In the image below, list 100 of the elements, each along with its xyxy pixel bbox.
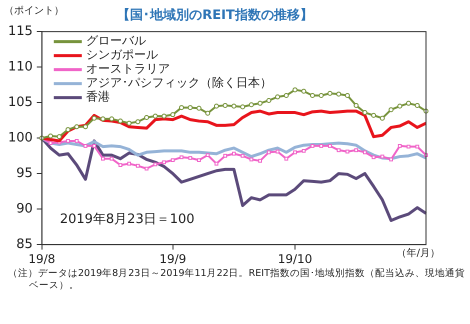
point <box>127 162 132 166</box>
point <box>66 127 71 132</box>
point <box>344 93 350 98</box>
point <box>92 144 96 148</box>
y-tick-label: 95 <box>16 166 33 181</box>
annotation: 2019年8月23日＝100 <box>60 212 195 227</box>
point <box>398 144 402 148</box>
point <box>275 94 280 100</box>
point <box>240 104 246 110</box>
point <box>101 156 105 161</box>
point <box>214 162 218 166</box>
point <box>196 106 202 111</box>
point <box>346 150 350 154</box>
legend-label: アジア･パシフィック（除く日本） <box>86 76 272 90</box>
point <box>397 104 402 109</box>
point <box>293 150 297 154</box>
point <box>197 158 201 162</box>
point <box>170 112 176 118</box>
point <box>118 118 123 124</box>
point <box>162 160 166 164</box>
y-tick-label: 110 <box>8 59 33 74</box>
point <box>389 157 393 162</box>
point <box>301 88 306 94</box>
point <box>354 102 359 108</box>
point <box>56 134 62 140</box>
point <box>362 110 368 116</box>
point <box>109 116 114 122</box>
point <box>206 153 210 158</box>
point <box>380 116 385 121</box>
point <box>414 102 420 108</box>
point <box>310 93 315 98</box>
point <box>388 107 394 112</box>
legend-label: オーストラリア <box>86 62 170 76</box>
point <box>318 93 324 98</box>
point <box>232 152 236 156</box>
point <box>258 158 262 163</box>
point <box>144 115 150 120</box>
point <box>135 119 140 124</box>
point <box>406 144 410 149</box>
point <box>179 105 184 110</box>
point <box>276 150 280 154</box>
point <box>222 102 228 108</box>
point <box>74 124 80 130</box>
x-tick-label: 19/8 <box>28 252 56 266</box>
y-axis-title: （ポイント） <box>4 6 64 17</box>
legend-label: グローバル <box>86 34 146 48</box>
point <box>284 93 289 98</box>
point <box>100 116 106 122</box>
legend-label: 香港 <box>86 90 110 104</box>
point <box>84 144 88 148</box>
point <box>319 144 324 148</box>
x-axis-title: （年/月） <box>396 247 440 260</box>
point <box>310 144 314 148</box>
point <box>406 100 412 106</box>
point <box>205 110 210 116</box>
point <box>144 166 149 171</box>
x-tick-label: 19/9 <box>159 252 186 266</box>
point <box>153 162 158 166</box>
x-tick-label: 19/10 <box>278 252 312 266</box>
point <box>354 148 358 152</box>
point <box>248 102 254 108</box>
point <box>380 154 384 158</box>
point <box>415 144 420 149</box>
legend-label: シンガポール <box>86 48 158 62</box>
y-tick-label: 100 <box>8 130 33 146</box>
y-tick-label: 90 <box>16 201 33 216</box>
point <box>136 164 140 168</box>
y-tick-label: 105 <box>8 94 33 110</box>
point <box>48 141 52 145</box>
point <box>188 105 193 110</box>
point <box>372 155 376 160</box>
point <box>231 104 236 109</box>
point <box>118 163 122 167</box>
chart-title: 【国･地域別のREIT指数の推移】 <box>117 7 313 24</box>
point <box>327 90 332 96</box>
y-tick-label: 115 <box>8 24 33 39</box>
point <box>362 150 367 154</box>
text: （注）データは2019年8月23日～2019年11月22日。REIT指数の国･地域別指数（配当込み、現地通貨ベース）。 <box>8 268 466 292</box>
y-tick-label: 85 <box>16 236 33 252</box>
point <box>223 154 228 158</box>
point <box>302 148 306 153</box>
point <box>328 144 332 148</box>
point <box>48 133 54 138</box>
point <box>82 124 88 130</box>
point <box>180 155 184 160</box>
point <box>162 114 167 119</box>
point <box>240 154 245 158</box>
point <box>66 139 70 143</box>
point <box>152 114 158 119</box>
point <box>74 139 79 143</box>
point <box>170 158 175 162</box>
point <box>336 92 342 97</box>
point <box>371 112 376 118</box>
point <box>266 98 272 103</box>
point <box>292 87 298 92</box>
point <box>249 157 254 162</box>
point <box>92 116 97 121</box>
point <box>214 104 219 109</box>
point <box>126 120 132 126</box>
point <box>258 100 263 106</box>
